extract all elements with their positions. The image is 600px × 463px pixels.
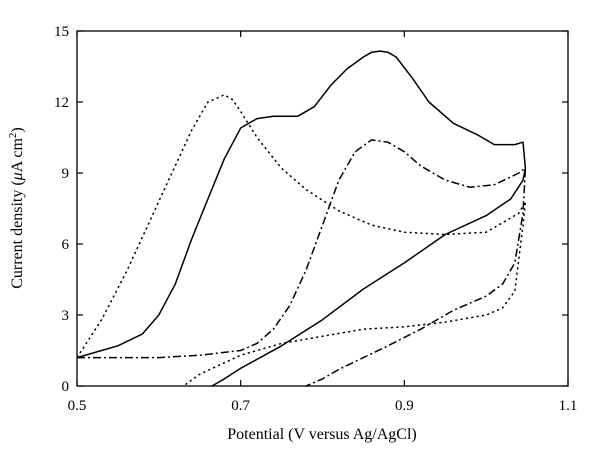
x-tick-label: 0.5 <box>68 398 87 414</box>
x-axis-title: Potential (V versus Ag/AgCl) <box>227 426 416 443</box>
series-line-dash-dot <box>77 139 527 387</box>
y-axis-title-end: ) <box>9 127 26 132</box>
plot-frame <box>76 30 569 387</box>
x-tick-label: 0.7 <box>231 398 250 414</box>
y-tick-label: 0 <box>62 379 70 395</box>
y-tick-label: 3 <box>62 308 70 324</box>
y-tick-label: 12 <box>54 95 69 111</box>
tick-labels: 0.5 0.7 0.9 1.1 0 3 6 9 12 15 <box>54 24 577 414</box>
y-tick-label: 6 <box>62 237 70 253</box>
x-tick-label: 1.1 <box>559 398 578 414</box>
series-layer <box>76 50 527 387</box>
y-axis-title-unit: A cm <box>9 138 26 173</box>
series-line-dotted <box>76 94 527 387</box>
axis-ticks <box>76 30 569 387</box>
x-tick-label: 0.9 <box>395 398 414 414</box>
y-axis-title-mu: μ <box>9 172 26 181</box>
y-axis-title-start: Current density ( <box>9 180 26 288</box>
y-axis-title-exponent: 2 <box>7 133 19 139</box>
y-tick-label: 15 <box>54 24 69 40</box>
y-tick-label: 9 <box>62 166 70 182</box>
series-line-solid <box>76 50 527 387</box>
y-axis-title: Current density (μA cm2) <box>7 127 26 289</box>
